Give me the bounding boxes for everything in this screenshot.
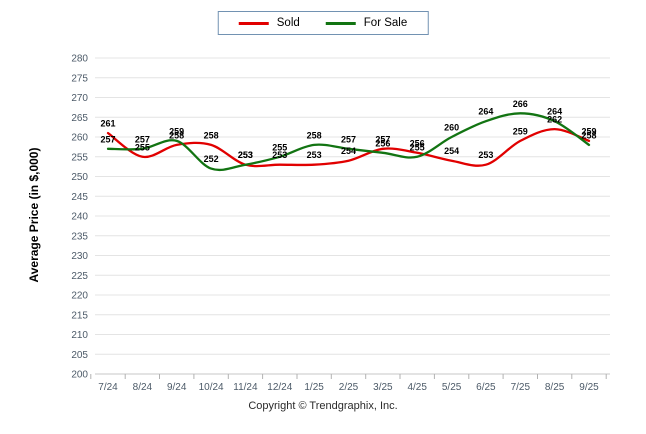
sold-data-label: 258 <box>169 130 184 140</box>
x-tick-label: 2/25 <box>339 382 359 393</box>
chart-legend: Sold For Sale <box>217 11 429 35</box>
for-sale-data-label: 258 <box>581 130 596 140</box>
y-axis-title: Average Price (in $,000) <box>27 147 41 283</box>
x-tick-label: 10/24 <box>199 382 224 393</box>
sold-line <box>106 127 591 168</box>
sold-data-label: 262 <box>547 115 562 125</box>
sold-data-label: 254 <box>341 146 356 156</box>
y-tick-label: 210 <box>71 330 88 341</box>
y-tick-label: 245 <box>71 192 88 203</box>
x-tick-label: 4/25 <box>407 382 427 393</box>
sold-data-label: 258 <box>204 130 219 140</box>
x-tick-label: 9/24 <box>167 382 187 393</box>
y-tick-label: 260 <box>71 133 88 144</box>
x-tick-label: 12/24 <box>267 382 292 393</box>
sold-data-label: 256 <box>410 138 425 148</box>
for-sale-data-label: 264 <box>547 107 562 117</box>
x-tick-label: 9/25 <box>579 382 599 393</box>
y-tick-label: 275 <box>71 73 88 84</box>
x-tick-label: 11/24 <box>233 382 258 393</box>
y-tick-label: 240 <box>71 212 88 223</box>
sold-data-label: 257 <box>375 134 390 144</box>
y-tick-label: 255 <box>71 152 88 163</box>
sold-data-label: 254 <box>444 146 459 156</box>
for-sale-line-swatch <box>325 21 356 25</box>
sold-data-label: 253 <box>272 150 287 160</box>
y-tick-label: 220 <box>71 291 88 302</box>
for-sale-data-label: 252 <box>204 154 219 164</box>
x-tick-label: 6/25 <box>476 382 496 393</box>
for-sale-data-label: 264 <box>478 107 493 117</box>
for-sale-data-label: 256 <box>375 138 390 148</box>
x-tick-label: 1/25 <box>304 382 324 393</box>
x-tick-label: 3/25 <box>373 382 393 393</box>
for-sale-data-label: 257 <box>341 134 356 144</box>
for-sale-data-label: 259 <box>169 126 184 136</box>
sold-data-label: 261 <box>100 119 115 129</box>
x-tick-label: 7/24 <box>98 382 118 393</box>
y-tick-label: 250 <box>71 172 88 183</box>
for-sale-data-label: 257 <box>135 134 150 144</box>
sold-data-label: 253 <box>307 150 322 160</box>
y-tick-label: 280 <box>71 54 88 65</box>
legend-item-sold: Sold <box>238 17 300 29</box>
y-tick-label: 205 <box>71 350 88 361</box>
legend-item-for-sale: For Sale <box>325 17 408 29</box>
for-sale-data-label: 266 <box>513 99 528 109</box>
for-sale-data-label: 257 <box>100 134 115 144</box>
x-tick-label: 5/25 <box>442 382 462 393</box>
y-tick-label: 215 <box>71 310 88 321</box>
for-sale-data-label: 255 <box>410 142 425 152</box>
y-tick-label: 225 <box>71 271 88 282</box>
sold-data-label: 253 <box>238 150 253 160</box>
y-tick-label: 270 <box>71 93 88 104</box>
y-tick-label: 200 <box>71 370 88 381</box>
x-tick-label: 8/25 <box>545 382 565 393</box>
sold-line-swatch <box>238 21 269 25</box>
legend-label-sold: Sold <box>276 17 300 29</box>
sold-data-label: 259 <box>581 126 596 136</box>
legend-label-for-sale: For Sale <box>363 17 408 29</box>
sold-data-label: 259 <box>513 126 528 136</box>
y-tick-label: 230 <box>71 251 88 262</box>
x-tick-label: 7/25 <box>511 382 531 393</box>
sold-data-label: 253 <box>478 150 493 160</box>
for-sale-data-label: 255 <box>272 142 287 152</box>
for-sale-data-label: 260 <box>444 123 459 133</box>
x-tick-label: 8/24 <box>133 382 153 393</box>
for-sale-data-label: 253 <box>238 150 253 160</box>
copyright-text: Copyright © Trendgraphix, Inc. <box>248 400 398 412</box>
y-tick-label: 235 <box>71 231 88 242</box>
for-sale-data-label: 258 <box>307 130 322 140</box>
for-sale-line <box>106 112 591 172</box>
y-tick-label: 265 <box>71 113 88 124</box>
sold-data-label: 255 <box>135 142 150 152</box>
